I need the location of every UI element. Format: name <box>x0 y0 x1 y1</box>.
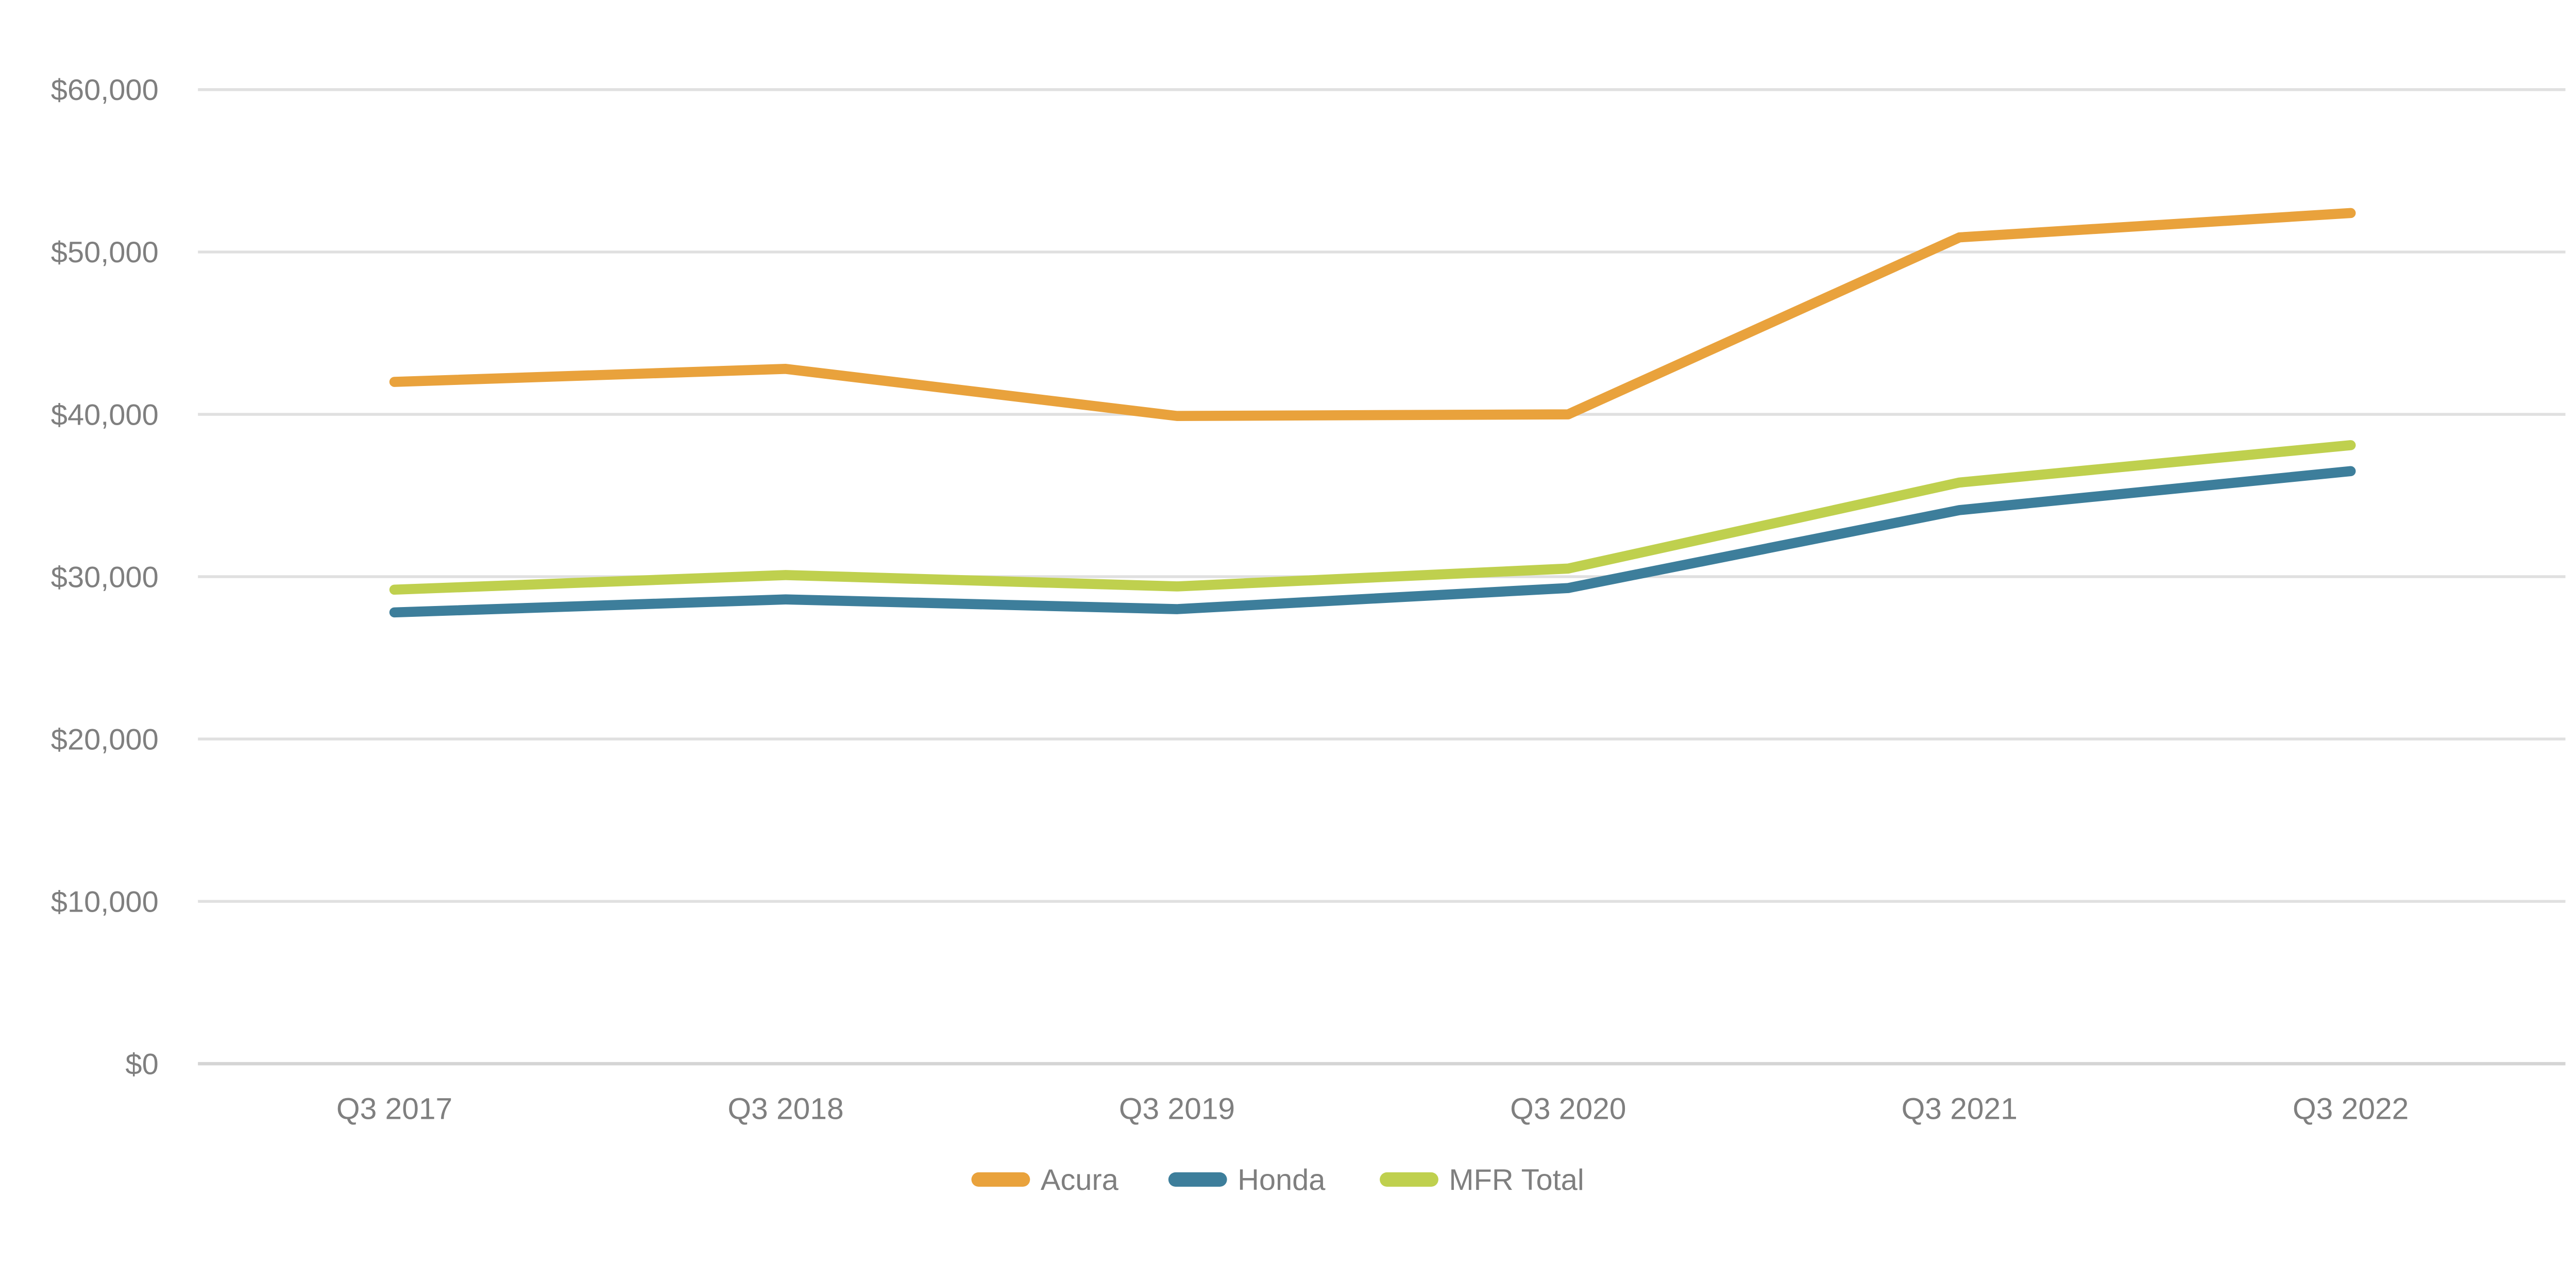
series-line-honda <box>389 466 2356 618</box>
y-axis-tick-label: $0 <box>125 1048 158 1081</box>
x-axis-tick-label: Q3 2022 <box>2293 1092 2409 1125</box>
legend-label: MFR Total <box>1449 1164 1584 1197</box>
legend-label: Acura <box>1041 1164 1119 1197</box>
y-axis-tick-label: $20,000 <box>51 723 159 756</box>
legend-swatch-honda <box>1168 1172 1227 1187</box>
legend-swatch-acura <box>971 1172 1030 1187</box>
x-axis-tick-label: Q3 2020 <box>1510 1092 1626 1125</box>
legend-swatch-mfr-total <box>1380 1172 1438 1187</box>
y-axis-tick-label: $50,000 <box>51 236 159 269</box>
series-line-acura <box>389 208 2356 421</box>
y-axis-tick-label: $30,000 <box>51 561 159 594</box>
legend-label: Honda <box>1238 1164 1326 1197</box>
x-axis-tick-label: Q3 2019 <box>1119 1092 1235 1125</box>
x-axis-tick-label: Q3 2021 <box>1902 1092 2018 1125</box>
x-axis-tick-label: Q3 2018 <box>727 1092 843 1125</box>
y-axis-tick-label: $10,000 <box>51 885 159 918</box>
y-axis-tick-label: $40,000 <box>51 398 159 431</box>
x-axis-tick-label: Q3 2017 <box>336 1092 452 1125</box>
y-axis-tick-label: $60,000 <box>51 74 159 107</box>
series-line-mfr-total <box>389 440 2356 595</box>
